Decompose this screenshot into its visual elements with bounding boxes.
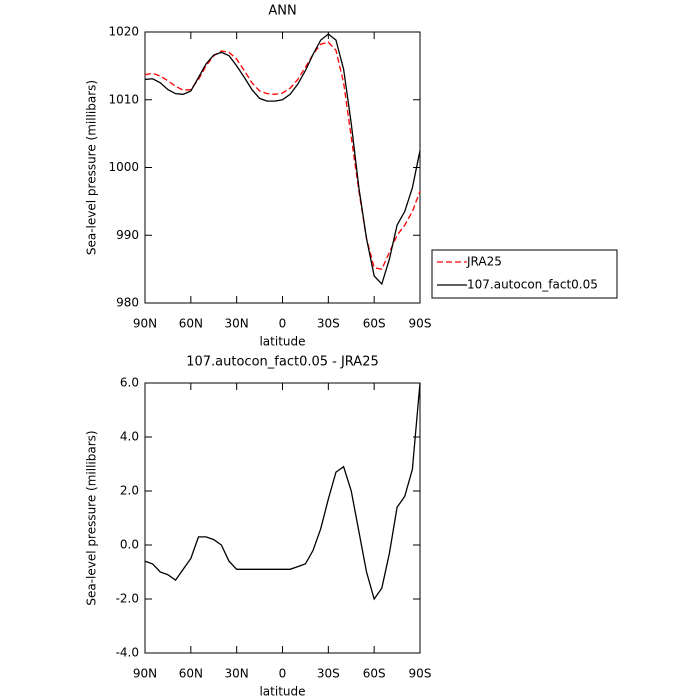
- legend-label: JRA25: [466, 255, 502, 269]
- y-axis-label: Sea-level pressure (millibars): [85, 430, 99, 605]
- y-tick-label: -4.0: [116, 646, 139, 660]
- x-tick-label: 90N: [133, 317, 157, 331]
- x-tick-label: 30N: [225, 317, 249, 331]
- y-tick-label: 4.0: [120, 430, 139, 444]
- y-tick-label: 1020: [108, 25, 139, 39]
- y-tick-label: 990: [116, 228, 139, 242]
- legend-label: 107.autocon_fact0.05: [467, 278, 598, 292]
- y-tick-label: 1000: [108, 160, 139, 174]
- y-tick-label: 0.0: [120, 538, 139, 552]
- y-tick-label: 2.0: [120, 484, 139, 498]
- chart-title: ANN: [268, 4, 296, 19]
- x-axis-label: latitude: [259, 335, 305, 349]
- y-tick-label: -2.0: [116, 592, 139, 606]
- x-tick-label: 90N: [133, 667, 157, 681]
- plot-frame: [144, 31, 421, 304]
- chart-title: 107.autocon_fact0.05 - JRA25: [186, 355, 379, 370]
- data-line: [144, 33, 421, 286]
- y-axis-label: Sea-level pressure (millibars): [85, 80, 99, 255]
- x-tick-label: 60N: [179, 667, 203, 681]
- x-tick-label: 60S: [363, 317, 386, 331]
- y-tick-label: 6.0: [120, 376, 139, 390]
- x-tick-label: 90S: [409, 667, 432, 681]
- x-tick-label: 60S: [363, 667, 386, 681]
- data-line: [144, 41, 421, 270]
- x-tick-label: 30N: [225, 667, 249, 681]
- x-axis-label: latitude: [259, 685, 305, 699]
- x-tick-label: 30S: [317, 667, 340, 681]
- x-tick-label: 30S: [317, 317, 340, 331]
- x-tick-label: 90S: [409, 317, 432, 331]
- x-tick-label: 0: [279, 317, 287, 331]
- plot-frame: [144, 382, 421, 654]
- x-tick-label: 60N: [179, 317, 203, 331]
- legend-box: [431, 249, 618, 299]
- y-tick-label: 980: [116, 296, 139, 310]
- x-tick-label: 0: [279, 667, 287, 681]
- data-line: [144, 382, 421, 601]
- y-tick-label: 1010: [108, 92, 139, 106]
